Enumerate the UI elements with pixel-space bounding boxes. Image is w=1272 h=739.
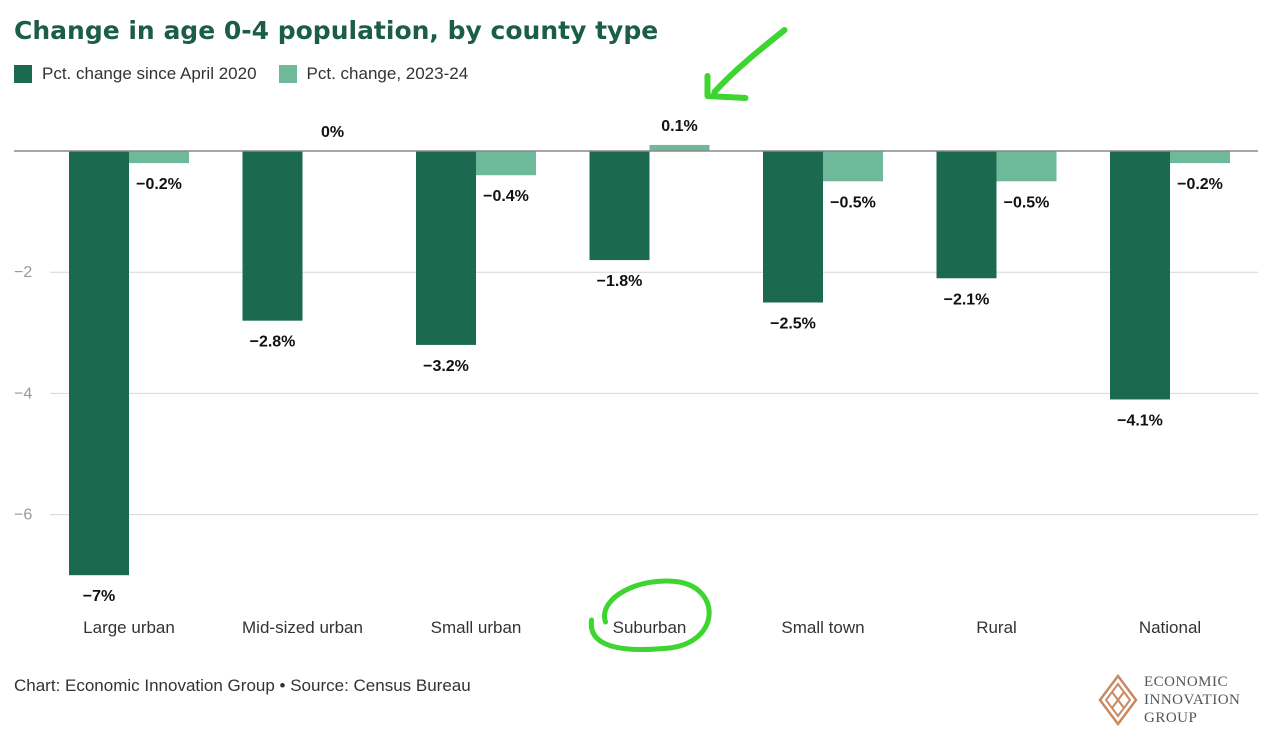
legend: Pct. change since April 2020 Pct. change…	[14, 64, 490, 84]
arrow-head-annotation	[704, 73, 749, 101]
legend-item-since-2020: Pct. change since April 2020	[14, 64, 257, 84]
bar-2023-24	[129, 151, 189, 164]
data-label: −2.1%	[944, 291, 990, 308]
bar-since-2020	[763, 151, 823, 303]
data-label: −7%	[83, 588, 115, 605]
x-category-label: Suburban	[613, 618, 687, 637]
y-tick-label: −6	[14, 507, 32, 524]
logo-line-2: INNOVATION	[1144, 692, 1241, 708]
data-label: −3.2%	[423, 358, 469, 375]
x-category-label: National	[1139, 618, 1201, 637]
data-label: −0.2%	[136, 176, 182, 193]
logo-line-1: ECONOMIC	[1144, 674, 1229, 690]
bar-2023-24	[649, 144, 710, 151]
y-tick-label: −2	[14, 264, 32, 281]
logo-wordmark: ECONOMIC INNOVATION GROUP	[1144, 673, 1240, 727]
data-label: −4.1%	[1117, 412, 1163, 429]
bar-since-2020	[69, 151, 129, 576]
highlight-circle-annotation	[588, 578, 712, 652]
bar-2023-24	[476, 151, 536, 176]
eig-diamond-icon	[1098, 674, 1138, 726]
bar-since-2020	[1110, 151, 1170, 400]
data-label: 0%	[321, 124, 344, 141]
x-category-label: Mid-sized urban	[242, 618, 363, 637]
legend-swatch-light	[278, 65, 297, 83]
eig-logo: ECONOMIC INNOVATION GROUP	[1098, 670, 1268, 730]
chart-title: Change in age 0-4 population, by county …	[14, 16, 659, 45]
chart-source-footer: Chart: Economic Innovation Group • Sourc…	[14, 676, 471, 695]
data-label: 0.1%	[661, 118, 697, 135]
legend-label-since-2020: Pct. change since April 2020	[42, 64, 257, 83]
y-tick-label: −4	[14, 385, 32, 402]
legend-label-2023-24: Pct. change, 2023-24	[306, 64, 469, 83]
data-label: −0.5%	[1004, 194, 1050, 211]
data-label: −1.8%	[597, 273, 643, 290]
bar-2023-24	[823, 151, 883, 182]
x-category-label: Small town	[781, 618, 864, 637]
bar-since-2020	[242, 151, 303, 321]
legend-swatch-dark	[14, 65, 32, 83]
arrow-shaft-annotation	[711, 27, 788, 95]
bar-2023-24	[996, 151, 1057, 182]
data-label: −2.8%	[250, 334, 296, 351]
logo-line-3: GROUP	[1144, 710, 1198, 726]
legend-item-2023-24: Pct. change, 2023-24	[278, 64, 469, 84]
x-category-label: Large urban	[83, 618, 175, 637]
x-category-label: Rural	[976, 618, 1017, 637]
data-label: −0.2%	[1177, 176, 1223, 193]
data-label: −0.5%	[830, 194, 876, 211]
data-label: −0.4%	[483, 188, 529, 205]
data-label: −2.5%	[770, 316, 816, 333]
bar-since-2020	[416, 151, 476, 345]
x-category-label: Small urban	[431, 618, 522, 637]
bar-since-2020	[936, 151, 997, 279]
bar-2023-24	[1170, 151, 1230, 164]
bar-since-2020	[589, 151, 650, 261]
